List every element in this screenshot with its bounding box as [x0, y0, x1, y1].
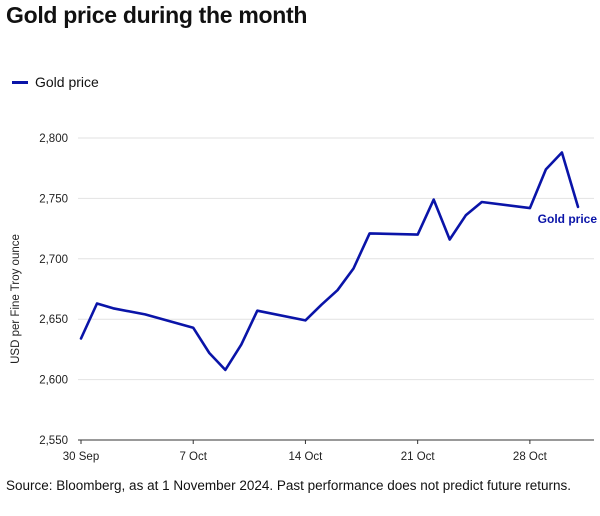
y-tick-label: 2,600 [39, 375, 68, 387]
x-tick-label: 30 Sep [63, 451, 99, 463]
y-axis-label: USD per Fine Troy ounce [10, 234, 22, 364]
x-tick-label: 21 Oct [401, 451, 436, 463]
x-tick-labels: 30 Sep 7 Oct 14 Oct 21 Oct 28 Oct [63, 451, 548, 463]
legend: Gold price [12, 74, 99, 90]
y-tick-label: 2,650 [39, 314, 68, 326]
y-tick-label: 2,700 [39, 254, 68, 266]
source-note: Source: Bloomberg, as at 1 November 2024… [6, 478, 572, 493]
x-tick-label: 14 Oct [288, 451, 323, 463]
y-tick-labels: 2,550 2,600 2,650 2,700 2,750 2,800 [39, 133, 68, 447]
gridlines [78, 137, 594, 444]
y-tick-label: 2,550 [39, 435, 68, 447]
legend-swatch [12, 80, 28, 84]
chart-title: Gold price during the month [6, 2, 308, 28]
line-chart: 2,550 2,600 2,650 2,700 2,750 2,800 30 Sep 7 O… [10, 133, 598, 463]
series-line-gold-price [79, 151, 580, 372]
y-tick-label: 2,800 [39, 133, 68, 145]
series-group: Gold price [79, 151, 598, 372]
y-tick-label: 2,750 [39, 193, 68, 205]
series-end-label: Gold price [538, 212, 598, 226]
x-tick-label: 28 Oct [513, 451, 548, 463]
legend-label: Gold price [35, 74, 99, 90]
x-tick-label: 7 Oct [179, 451, 207, 463]
